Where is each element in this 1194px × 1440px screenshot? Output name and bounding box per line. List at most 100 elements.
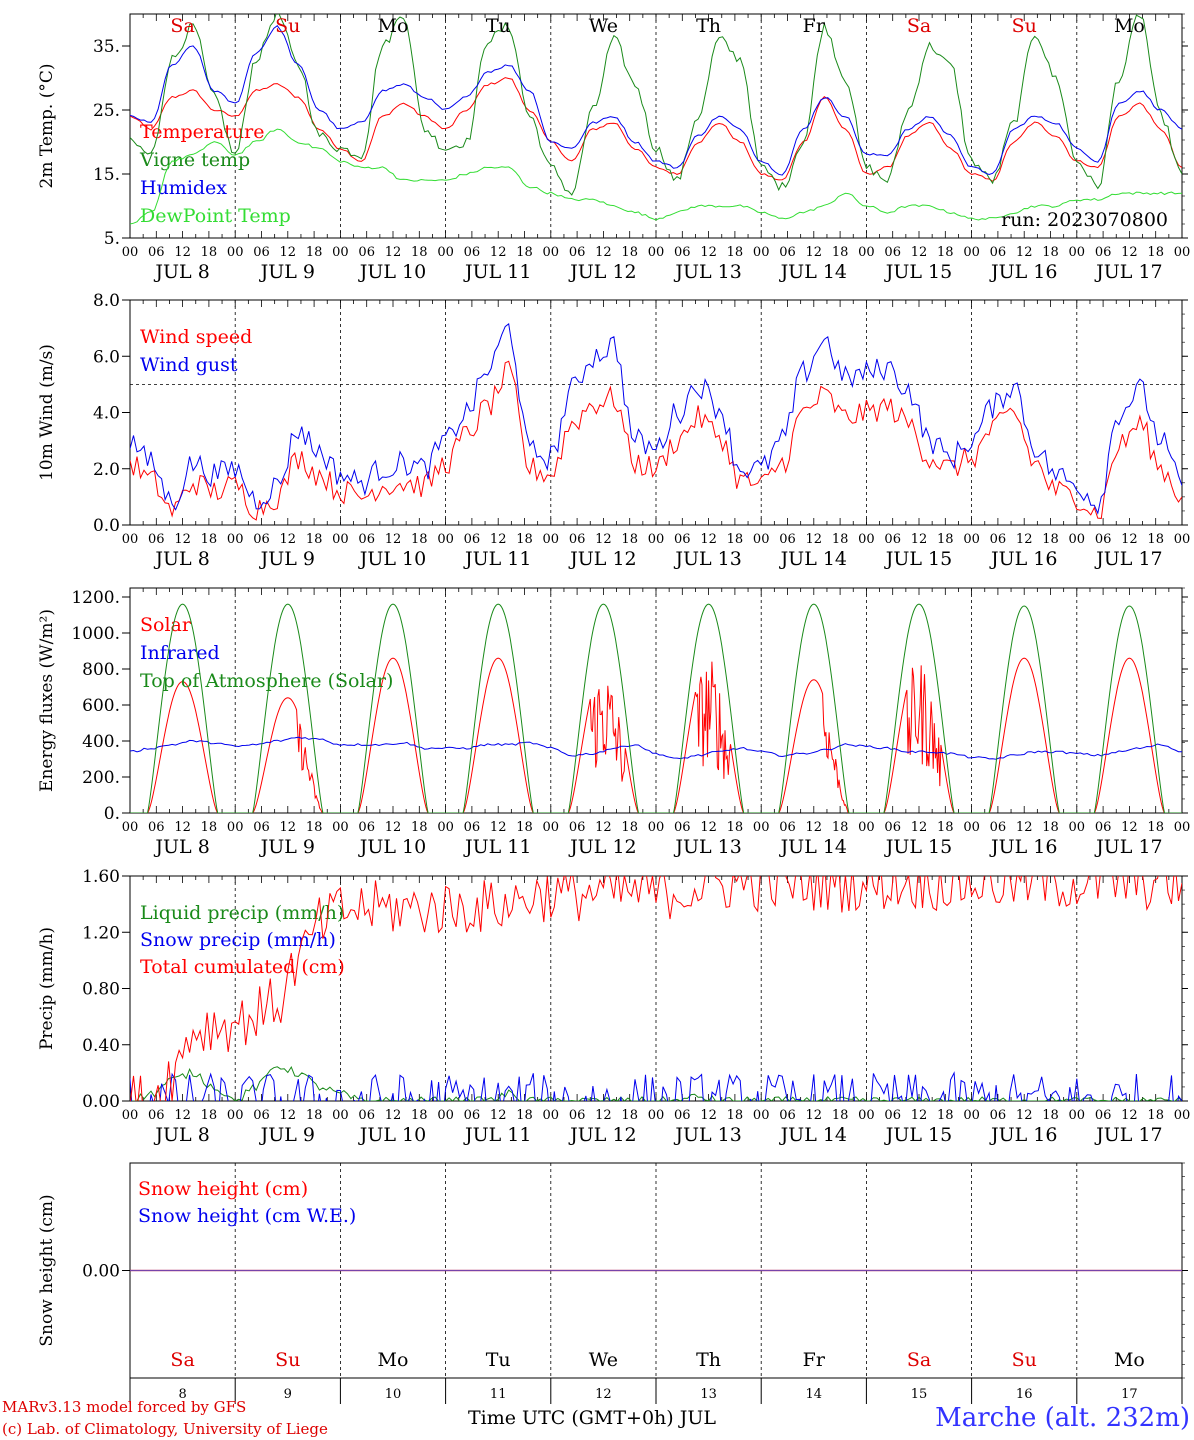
y-tick-label: 6.0: [93, 347, 120, 367]
weekday-label: Su: [1012, 15, 1037, 37]
hour-tick-label: 18: [1147, 1108, 1164, 1123]
hour-tick-label: 18: [937, 1108, 954, 1123]
hour-tick-label: 00: [858, 245, 875, 260]
hour-tick-label: 12: [490, 820, 507, 835]
series-line-3: [130, 24, 1182, 176]
hour-tick-label: 18: [937, 820, 954, 835]
day-label: JUL 14: [779, 836, 847, 858]
weekday-label: Tu: [486, 1349, 511, 1371]
weekday-label: Sa: [907, 15, 931, 37]
hour-tick-label: 12: [595, 820, 612, 835]
legend-label: Snow height (cm): [138, 1178, 308, 1200]
hour-tick-label: 06: [569, 1108, 586, 1123]
hour-tick-label: 06: [990, 1108, 1007, 1123]
hour-tick-label: 12: [700, 1108, 717, 1123]
legend-label: Humidex: [140, 177, 227, 199]
hour-tick-label: 00: [437, 1108, 454, 1123]
hour-tick-label: 18: [516, 1108, 533, 1123]
hour-tick-label: 12: [1121, 245, 1138, 260]
day-label: JUL 11: [463, 836, 531, 858]
hour-tick-label: 12: [280, 245, 297, 260]
hour-tick-label: 12: [1121, 532, 1138, 547]
weekday-label: Th: [696, 1349, 721, 1371]
hour-tick-label: 18: [832, 245, 849, 260]
day-number-label: 13: [700, 1387, 717, 1402]
station-label: Marche (alt. 232m): [935, 1403, 1190, 1433]
panel-3: 0. 200. 400. 600. 800. 1000. 1200. Energy fluxe…: [37, 587, 1190, 858]
hour-tick-label: 00: [543, 1108, 560, 1123]
hour-tick-label: 06: [148, 245, 165, 260]
hour-tick-label: 00: [1069, 532, 1086, 547]
hour-tick-label: 06: [1095, 245, 1112, 260]
hour-tick-label: 06: [148, 820, 165, 835]
day-label: JUL 10: [358, 261, 426, 283]
weekday-label: Fr: [803, 15, 826, 37]
hour-tick-label: 00: [648, 532, 665, 547]
run-label: run: 2023070800: [1001, 209, 1168, 231]
hour-tick-label: 00: [753, 820, 770, 835]
hour-tick-label: 06: [779, 1108, 796, 1123]
legend-label: Infrared: [140, 642, 220, 664]
credit-line-2: (c) Lab. of Climatology, University of L…: [2, 1420, 328, 1438]
y-tick-label: 0.80: [82, 980, 120, 1000]
y-axis-label: Energy fluxes (W/m²): [37, 609, 57, 792]
hour-tick-label: 12: [806, 532, 823, 547]
day-number-label: 11: [490, 1387, 507, 1402]
series-line-1: [130, 360, 1182, 521]
legend-label: Temperature: [140, 121, 264, 143]
hour-tick-label: 12: [595, 245, 612, 260]
panel-frame: [129, 587, 1183, 814]
day-label: JUL 10: [358, 548, 426, 570]
hour-tick-label: 00: [1174, 532, 1191, 547]
day-label: JUL 8: [153, 548, 209, 570]
legend-label: Snow height (cm W.E.): [138, 1205, 356, 1227]
hour-tick-label: 00: [858, 1108, 875, 1123]
hour-tick-label: 06: [253, 820, 270, 835]
hour-tick-label: 06: [990, 245, 1007, 260]
y-tick-label: 4.0: [93, 404, 120, 424]
hour-tick-label: 18: [306, 820, 323, 835]
day-label: JUL 17: [1094, 548, 1162, 570]
hour-tick-label: 12: [806, 245, 823, 260]
hour-tick-label: 12: [700, 820, 717, 835]
hour-tick-label: 06: [358, 1108, 375, 1123]
day-label: JUL 16: [989, 836, 1057, 858]
y-axis-label: Snow height (cm): [37, 1194, 57, 1346]
legend-label: Wind gust: [140, 354, 238, 376]
weekday-label: Su: [1012, 1349, 1037, 1371]
weekday-label: Su: [275, 15, 300, 37]
panel-frame: [129, 299, 1183, 526]
panel-2: 0.0 2.0 4.0 6.0 8.0 10m Wind (m/s) Wind speed W…: [37, 291, 1190, 570]
hour-tick-label: 18: [1042, 1108, 1059, 1123]
day-number-label: 8: [178, 1387, 186, 1402]
day-label: JUL 11: [463, 261, 531, 283]
hour-tick-label: 00: [227, 1108, 244, 1123]
hour-tick-label: 12: [911, 245, 928, 260]
hour-tick-label: 06: [253, 245, 270, 260]
day-label: JUL 10: [358, 1124, 426, 1146]
hour-tick-label: 06: [253, 1108, 270, 1123]
hour-tick-label: 18: [306, 245, 323, 260]
series-line-2: [130, 14, 1182, 196]
hour-tick-label: 18: [727, 820, 744, 835]
hour-tick-label: 12: [1016, 820, 1033, 835]
hour-tick-label: 06: [464, 1108, 481, 1123]
day-label: JUL 14: [779, 1124, 847, 1146]
day-label: JUL 15: [884, 548, 952, 570]
weekday-label: Mo: [378, 1349, 409, 1371]
weekday-label: Su: [275, 1349, 300, 1371]
hour-tick-label: 12: [1121, 820, 1138, 835]
hour-tick-label: 18: [411, 820, 428, 835]
hour-tick-label: 12: [1016, 1108, 1033, 1123]
day-label: JUL 14: [779, 261, 847, 283]
hour-tick-label: 00: [332, 1108, 349, 1123]
day-label: JUL 9: [259, 548, 315, 570]
hour-tick-label: 00: [963, 820, 980, 835]
weekday-label: Sa: [907, 1349, 931, 1371]
weekday-label: Fr: [803, 1349, 826, 1371]
series-line-4: [130, 128, 1182, 225]
hour-tick-label: 00: [437, 245, 454, 260]
day-label: JUL 13: [673, 261, 741, 283]
hour-tick-label: 12: [700, 532, 717, 547]
y-axis-label: Precip (mm/h): [37, 927, 57, 1050]
